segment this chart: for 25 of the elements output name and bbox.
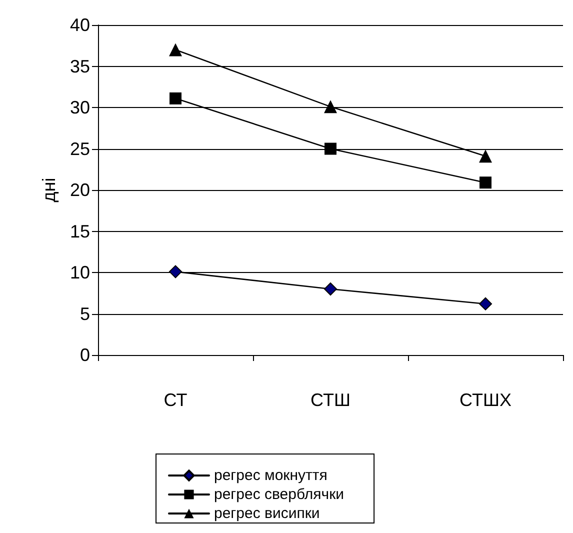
y-tick-label: 25 [70,138,90,159]
y-tick-label: 10 [70,262,90,282]
legend-label: регрес висипки [214,505,320,522]
x-tick-label: СТШХ [460,390,512,410]
point [479,150,492,163]
point [480,176,492,189]
y-tick-label: 5 [80,304,90,324]
x-tick-label: СТШ [310,390,350,410]
y-axis-title: дні [39,178,59,202]
point [169,43,182,56]
y-tick-label: 35 [70,56,90,76]
y-tick-label: 40 [70,15,90,35]
point [169,265,182,278]
point [170,92,182,104]
y-tick-label: 20 [70,180,90,200]
point [479,297,492,310]
y-tick-label: 0 [80,345,90,365]
point [324,100,337,114]
y-tick-label: 15 [70,221,90,242]
point [324,142,336,155]
legend-label: регрес мокнуття [214,467,328,484]
x-tick-label: СТ [164,390,188,410]
y-tick-label: 30 [70,98,90,118]
legend-label: регрес сверблячки [214,486,344,503]
point [324,282,337,296]
